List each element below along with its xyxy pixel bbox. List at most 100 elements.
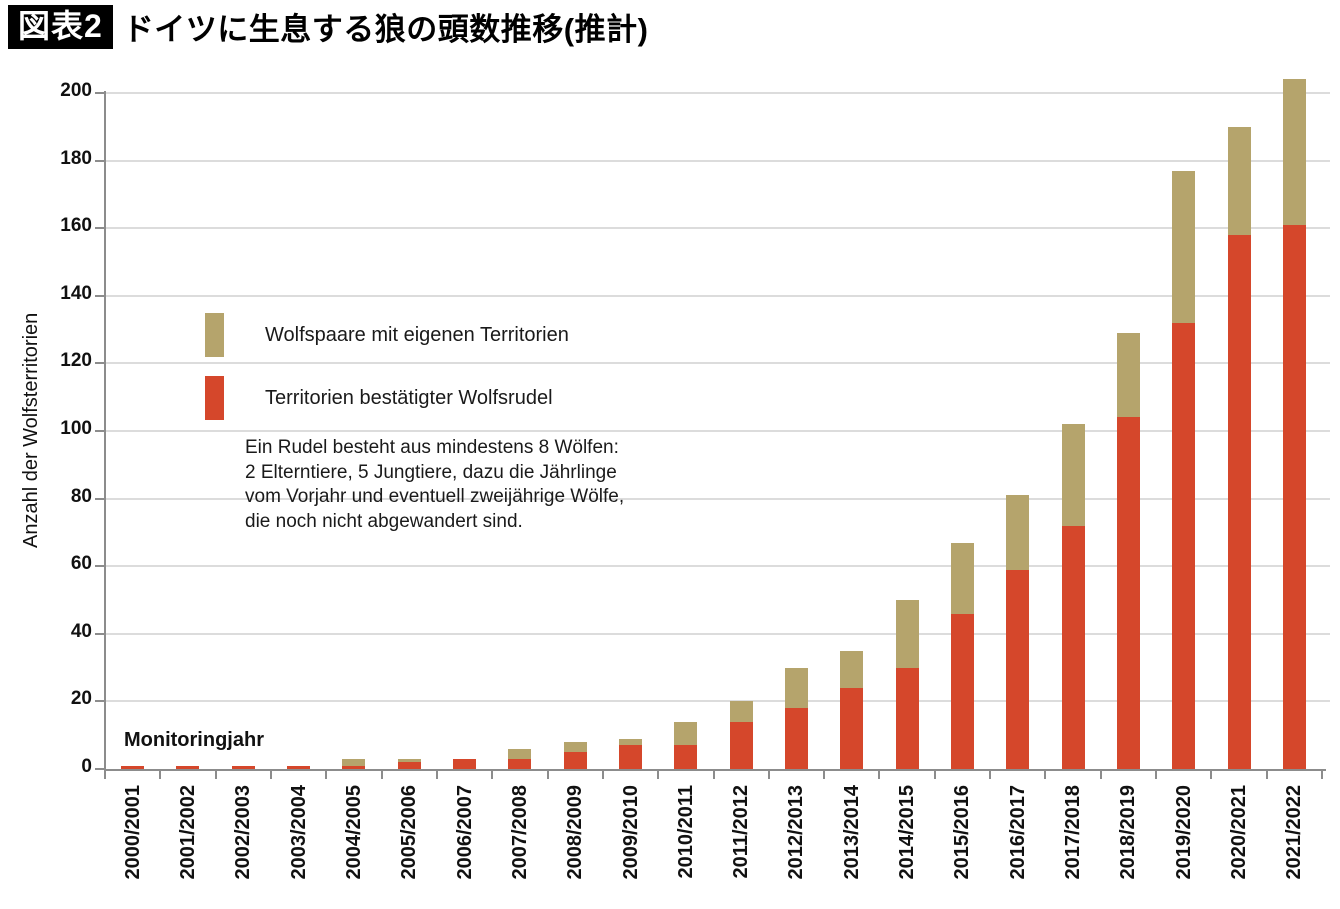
x-axis-tick [325,771,328,779]
bar-segment [563,752,587,769]
x-axis-label: 2002/2003 [232,785,255,880]
bar-segment [1061,424,1085,526]
bar-segment [840,650,864,688]
bar-segment [840,687,864,769]
y-axis-tick [95,700,105,703]
x-axis-label: 2003/2004 [287,785,310,880]
x-axis-tick [214,771,217,779]
x-axis-tick [1210,771,1213,779]
x-axis-label: 2004/2005 [342,785,365,880]
gridline-y80 [106,497,1330,500]
x-axis-label: 2020/2021 [1228,785,1251,880]
bar-segment [784,708,808,769]
x-axis-tick [1321,771,1323,779]
x-axis-title: Monitoringjahr [124,729,264,751]
legend-item-packs: Territorien bestätigter Wolfsrudel [205,376,553,420]
bar-segment [1006,569,1030,769]
x-axis-tick [712,771,715,779]
bar-segment [1282,79,1306,225]
x-axis-tick [159,771,162,779]
legend-item-pairs: Wolfspaare mit eigenen Territorien [205,313,569,357]
x-axis-tick [491,771,494,779]
x-axis-tick [435,771,438,779]
legend-swatch-packs [205,376,224,420]
bar-segment [1172,170,1196,323]
x-axis-label: 2010/2011 [674,785,697,879]
x-axis-tick [269,771,272,779]
x-axis-label: 2006/2007 [453,785,476,880]
gridline-y40 [106,632,1330,635]
x-axis-tick [1155,771,1158,779]
y-axis-label: 20 [70,688,92,710]
x-axis-label: 2021/2022 [1283,785,1306,880]
x-axis-line [104,769,1326,771]
figure-number-badge: 図表2 [8,4,113,49]
x-axis-tick [1044,771,1047,779]
y-axis-label: 0 [81,756,92,777]
x-axis-tick [767,771,770,779]
x-axis-label: 2015/2016 [951,785,974,880]
bar-segment [397,758,421,763]
gridline-y60 [106,565,1330,568]
bar-segment [1227,126,1251,235]
legend-label-packs: Territorien bestätigter Wolfsrudel [265,386,553,409]
bar-segment [453,758,477,769]
y-axis-tick [95,430,105,432]
gridline-y100 [106,430,1330,432]
y-axis-label: 80 [70,485,92,507]
bar-segment [508,758,532,769]
x-axis-tick [657,771,660,779]
y-axis-tick [95,497,105,500]
x-axis-label: 2013/2014 [840,785,863,880]
bar-segment [895,600,919,668]
x-axis-label: 2016/2017 [1006,785,1029,880]
gridline-y140 [106,294,1330,297]
y-axis-tick [95,92,105,94]
bar-segment [1006,495,1030,570]
bar-segment [342,758,366,766]
bar-segment [287,765,311,769]
x-axis-tick [380,771,383,779]
y-axis-label: 60 [70,553,92,575]
y-axis-label: 120 [60,350,92,372]
bar-segment [508,748,532,759]
bar-segment [950,613,974,769]
y-axis-tick [95,768,105,770]
bar-segment [121,765,145,769]
gridline-y180 [106,159,1330,162]
bar-segment [619,745,643,769]
bar-segment [1172,322,1196,769]
gridline-y160 [106,227,1330,230]
gridline-y20 [106,700,1330,703]
bar-segment [729,701,753,722]
bar-segment [674,721,698,746]
y-axis-tick [95,362,105,365]
x-axis-label: 2017/2018 [1062,785,1085,880]
y-axis-label: 180 [60,147,92,169]
x-axis-label: 2012/2013 [785,785,808,880]
y-axis-tick [95,294,105,297]
gridline-y120 [106,362,1330,365]
y-axis-tick [95,227,105,230]
y-axis-label: 140 [60,282,92,304]
bar-segment [1116,332,1140,418]
x-axis-tick [823,771,826,779]
x-axis-label: 2005/2006 [398,785,421,880]
legend-label-pairs: Wolfspaare mit eigenen Territorien [265,323,569,346]
gridline-y200 [106,92,1330,94]
bar-segment [950,542,974,614]
y-axis-label: 200 [60,80,92,101]
bar-segment [1116,417,1140,769]
bar-segment [563,741,587,753]
bar-segment [895,667,919,769]
y-axis-label: 100 [60,418,92,439]
bar-segment [674,745,698,769]
bar-segment [1061,525,1085,769]
y-axis-tick [95,565,105,568]
legend-swatch-pairs [205,313,224,357]
bar-segment [231,765,255,769]
page-title: ドイツに生息する狼の頭数推移(推計) [122,12,649,47]
pack-definition-note: Ein Rudel besteht aus mindestens 8 Wölfe… [245,437,625,532]
